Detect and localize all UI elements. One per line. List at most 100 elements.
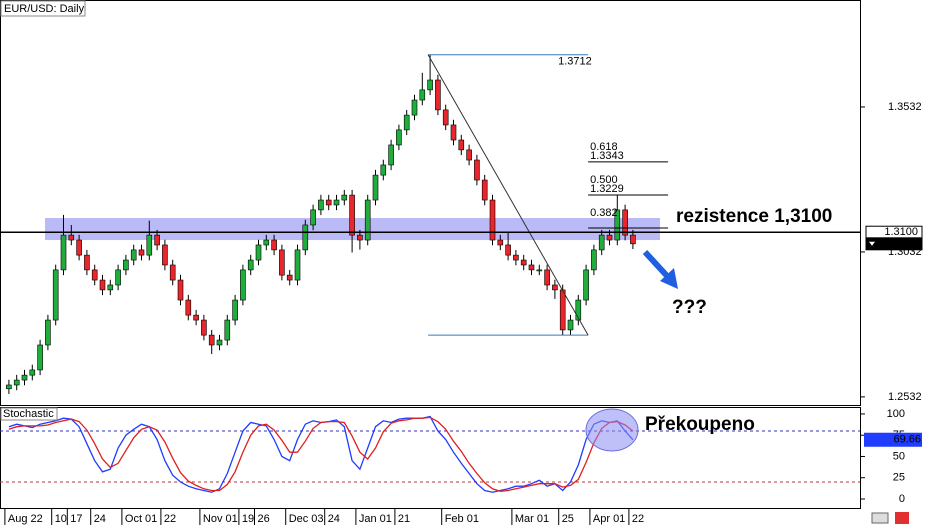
candle-body [450, 124, 457, 141]
candle-body [162, 244, 168, 266]
x-tick-label: Mar 01 [515, 513, 549, 525]
candle-body [123, 259, 129, 271]
candle-body [333, 199, 340, 206]
candle-body [294, 249, 301, 281]
candle-body [169, 264, 176, 281]
x-tick-label: 22 [632, 513, 644, 525]
candle-body [279, 249, 285, 276]
fib-high-label: 1.3712 [558, 56, 592, 68]
candle-body [286, 274, 293, 281]
candle-body [567, 319, 574, 331]
candle-body [302, 224, 309, 251]
candle-body [559, 289, 566, 331]
x-tick-label: Dec 03 [289, 513, 324, 525]
y-tick-label: 1.3532 [888, 101, 922, 113]
candle-body [388, 144, 394, 166]
candle-body [76, 239, 82, 256]
candle-body [146, 234, 153, 256]
candle-body [364, 199, 371, 241]
price-marker-label: 1.3100 [884, 226, 918, 238]
candle-body [583, 269, 589, 301]
candle-body [91, 269, 98, 281]
candle-body [318, 199, 324, 211]
x-tick-label: 24 [94, 513, 106, 525]
fib-price-label: 1.3229 [590, 183, 624, 195]
x-tick-label: 17 [70, 513, 82, 525]
candle-body [544, 269, 550, 286]
icon[interactable] [871, 512, 889, 524]
candle-body [263, 239, 270, 246]
candle-body [271, 239, 277, 251]
candle-body [208, 334, 215, 346]
price-panel [0, 0, 861, 406]
candle-body [185, 299, 192, 316]
marker-arrow [869, 241, 875, 246]
candle-body [552, 284, 558, 291]
candle-body [107, 284, 114, 291]
candle-body [60, 234, 67, 271]
candle-body [614, 209, 621, 241]
candle-body [372, 174, 379, 201]
x-tick-label: Feb 01 [445, 513, 479, 525]
stochastic-line [8, 416, 634, 492]
stochastic-title-box [0, 407, 58, 421]
x-tick-label: Aug 22 [8, 513, 43, 525]
candle-body [489, 199, 496, 241]
candle-body [357, 234, 363, 241]
stochastic-panel [0, 407, 861, 509]
candle-body [341, 194, 348, 201]
fib-ratio-label: 0.382 [590, 207, 618, 219]
fib-ratio-label: 0.500 [590, 174, 618, 186]
close-icon[interactable] [895, 512, 909, 524]
candle-body [6, 384, 12, 390]
candle-body [29, 369, 36, 376]
y-tick-label: 0 [899, 493, 905, 505]
x-tick-label: 21 [398, 513, 410, 525]
y-tick-label: 25 [893, 472, 905, 484]
y-tick-label: 50 [893, 450, 905, 462]
candle-body [216, 339, 223, 346]
price-marker [865, 237, 923, 251]
candle-body [380, 164, 387, 176]
x-tick-label: Nov 01 [203, 513, 238, 525]
x-tick-label: 10 [55, 513, 67, 525]
candle-body [68, 234, 75, 241]
candle-body [154, 234, 160, 246]
chart-title: EUR/USD: Daily [4, 3, 85, 15]
x-tick-label: 22 [164, 513, 176, 525]
candle-body [497, 239, 504, 246]
x-tick-label: 26 [258, 513, 270, 525]
candle-body [240, 269, 246, 301]
candle-body [310, 209, 316, 226]
candle-body [138, 249, 145, 256]
y-tick-label: 100 [887, 408, 905, 420]
candle-body [130, 249, 137, 261]
x-tick-label: 24 [328, 513, 340, 525]
candle-body [325, 199, 332, 206]
candle-body [606, 234, 613, 241]
candle-body [21, 374, 28, 381]
candle-body [622, 209, 628, 236]
candle-body [505, 244, 511, 256]
candle-body [528, 264, 535, 271]
candle-body [520, 259, 527, 266]
x-tick-label: Jan 01 [359, 513, 392, 525]
x-tick-label: 25 [562, 513, 574, 525]
candle-body [419, 89, 426, 101]
x-tick-label: Apr 01 [593, 513, 625, 525]
candle-body [575, 299, 582, 321]
candle-body [427, 79, 433, 91]
stochastic-annotation: Překoupeno [645, 414, 755, 435]
candle-body [115, 269, 121, 286]
highlight-circle [585, 408, 639, 452]
candle-body [99, 279, 106, 291]
candle-body [224, 319, 231, 341]
x-tick-label: 19 [242, 513, 254, 525]
candle-body [37, 344, 43, 371]
candle-body [13, 379, 20, 386]
candle-body [536, 269, 543, 272]
candle-body [591, 249, 597, 271]
arrow-shaft [642, 249, 671, 280]
